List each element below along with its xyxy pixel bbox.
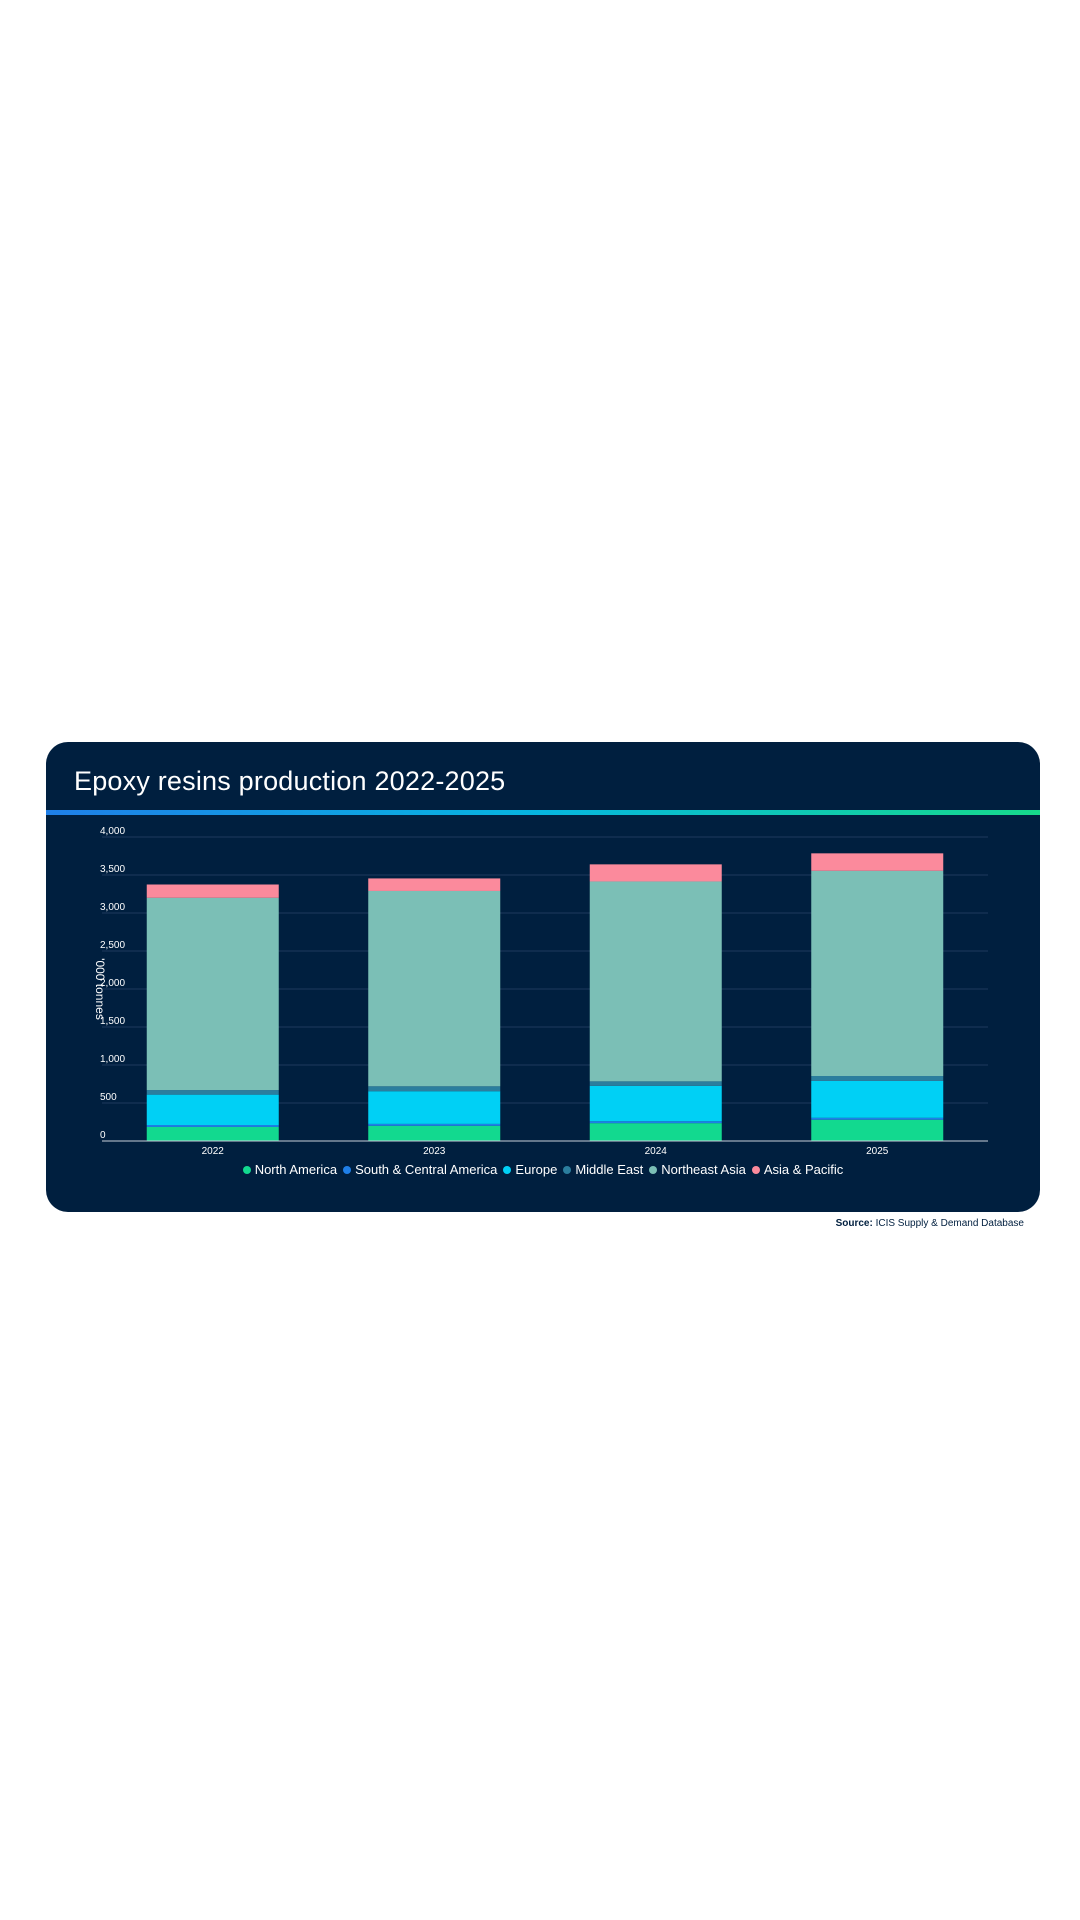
legend-item-south-central-america: South & Central America — [343, 1162, 497, 1177]
y-tick-label-4000: 4,000 — [100, 826, 125, 837]
bar-2023-europe — [368, 1091, 501, 1124]
legend-item-north-america: North America — [242, 1162, 338, 1177]
legend-item-middle-east: Middle East — [563, 1162, 643, 1177]
bar-2024-asia-pacific — [589, 864, 722, 882]
legend-item-europe: Europe — [503, 1162, 557, 1177]
title-accent-bar — [46, 810, 1040, 815]
x-tick-label-2024: 2024 — [645, 1146, 668, 1157]
bar-2025-europe — [811, 1080, 944, 1118]
bar-2022-europe — [146, 1094, 279, 1126]
legend-item-northeast-asia: Northeast Asia — [649, 1162, 746, 1177]
legend-dot-northeast-asia — [649, 1165, 658, 1174]
legend-item-asia-pacific: Asia & Pacific — [751, 1162, 844, 1177]
legend-label-south-central-america: South & Central America — [355, 1162, 498, 1177]
chart-legend: North America South & Central America Euro… — [46, 1162, 1040, 1177]
y-tick-label-1500: 1,500 — [100, 1016, 125, 1027]
bar-2023-south-central-america — [368, 1123, 501, 1126]
y-tick-label-3000: 3,000 — [100, 902, 125, 913]
x-tick-label-2023: 2023 — [423, 1146, 446, 1157]
legend-label-north-america: North America — [254, 1162, 338, 1177]
legend-label-asia-pacific: Asia & Pacific — [763, 1162, 844, 1177]
legend-label-northeast-asia: Northeast Asia — [661, 1162, 746, 1177]
legend-dot-south-central-america — [343, 1165, 352, 1174]
bar-2023-north-america — [368, 1125, 501, 1141]
bar-2022-middle-east — [146, 1090, 279, 1095]
legend-label-middle-east: Middle East — [575, 1162, 644, 1177]
legend-dot-asia-pacific — [751, 1165, 760, 1174]
x-tick-label-2022: 2022 — [202, 1146, 225, 1157]
y-tick-label-3500: 3,500 — [100, 864, 125, 875]
legend-dot-middle-east — [563, 1165, 572, 1174]
source-label: Source: — [835, 1218, 873, 1229]
y-tick-label-0: 0 — [100, 1130, 106, 1141]
x-tick-label-2025: 2025 — [866, 1146, 889, 1157]
bar-2024-europe — [589, 1085, 722, 1122]
bar-2022-south-central-america — [146, 1125, 279, 1127]
legend-dot-north-america — [242, 1165, 251, 1174]
bar-2023-middle-east — [368, 1086, 501, 1092]
y-axis-label: '000 tonnes — [93, 958, 107, 1020]
y-tick-label-2000: 2,000 — [100, 978, 125, 989]
bar-2024-northeast-asia — [589, 881, 722, 1082]
bar-2025-asia-pacific — [811, 853, 944, 871]
bar-2025-northeast-asia — [811, 870, 944, 1077]
bar-2024-middle-east — [589, 1081, 722, 1086]
bar-2022-northeast-asia — [146, 897, 279, 1091]
bar-2022-north-america — [146, 1126, 279, 1141]
bar-2025-south-central-america — [811, 1117, 944, 1120]
legend-dot-europe — [503, 1165, 512, 1174]
bar-2025-middle-east — [811, 1076, 944, 1081]
y-tick-label-500: 500 — [100, 1092, 117, 1103]
chart-plot: 0 500 1,000 1,500 2,000 2,500 3,000 3,500 4,000 '… — [93, 826, 988, 1157]
legend-label-europe: Europe — [515, 1162, 558, 1177]
chart-card: Epoxy resins production 2022-2025 0 500 1,… — [46, 742, 1040, 1212]
bar-2023-asia-pacific — [368, 878, 501, 891]
bar-2024-north-america — [589, 1123, 722, 1141]
source-text: ICIS Supply & Demand Database — [875, 1218, 1024, 1229]
y-tick-label-2500: 2,500 — [100, 940, 125, 951]
bar-2022-asia-pacific — [146, 884, 279, 898]
bar-2024-south-central-america — [589, 1121, 722, 1124]
chart-title: Epoxy resins production 2022-2025 — [74, 766, 506, 796]
bar-2023-northeast-asia — [368, 890, 501, 1087]
y-tick-label-1000: 1,000 — [100, 1054, 125, 1065]
source-note: Source: ICIS Supply & Demand Database — [836, 1218, 1024, 1229]
bar-2025-north-america — [811, 1119, 944, 1141]
